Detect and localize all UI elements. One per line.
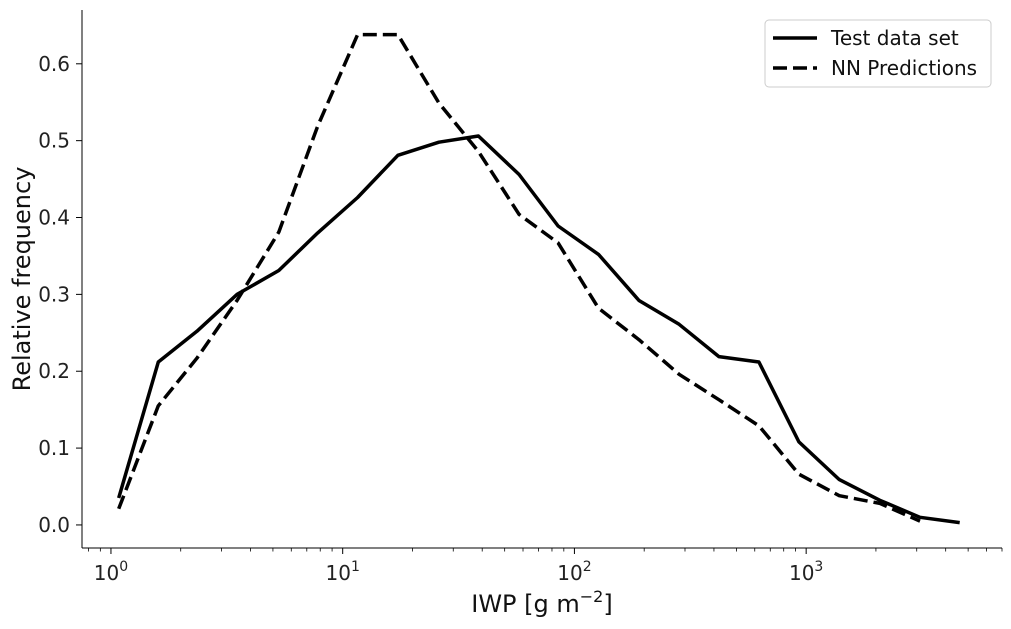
legend-box	[764, 19, 992, 88]
legend-label: Test data set	[830, 26, 959, 50]
x-tick-label-exponent: 3	[814, 559, 823, 575]
x-tick-label-base: 10	[326, 561, 351, 585]
x-tick-label-exponent: 0	[119, 559, 128, 575]
series-line-test-data	[117, 134, 960, 525]
y-tick-label: 0.3	[38, 282, 70, 306]
series-layer	[117, 32, 960, 525]
x-tick-label-base: 10	[789, 561, 814, 585]
y-tick-label: 0.4	[38, 206, 70, 230]
y-tick-label: 0.0	[38, 513, 70, 537]
y-tick-label: 0.2	[38, 359, 70, 383]
legend-label: NN Predictions	[831, 56, 977, 80]
x-axis-label-text: IWP [g m	[471, 590, 580, 618]
x-tick-label-exponent: 1	[351, 559, 360, 575]
x-tick-label: 102	[557, 559, 591, 585]
y-tick-label: 0.1	[38, 436, 70, 460]
series-line-nn-predictions	[117, 32, 921, 523]
legend: Test data set NN Predictions	[764, 19, 992, 88]
x-tick-label: 103	[789, 559, 823, 585]
x-tick-label: 100	[94, 559, 128, 585]
y-tick-label: 0.5	[38, 129, 70, 153]
x-tick-label: 101	[326, 559, 360, 585]
x-axis-label: IWP [g m−2]	[471, 587, 612, 618]
x-tick-label-exponent: 2	[583, 559, 592, 575]
x-tick-label-base: 10	[557, 561, 582, 585]
y-axis-label: Relative frequency	[8, 167, 36, 392]
x-axis-label-suffix: ]	[603, 590, 612, 618]
x-tick-label-base: 10	[94, 561, 119, 585]
y-tick-label: 0.6	[38, 52, 70, 76]
x-axis-label-exponent: −2	[580, 587, 604, 606]
